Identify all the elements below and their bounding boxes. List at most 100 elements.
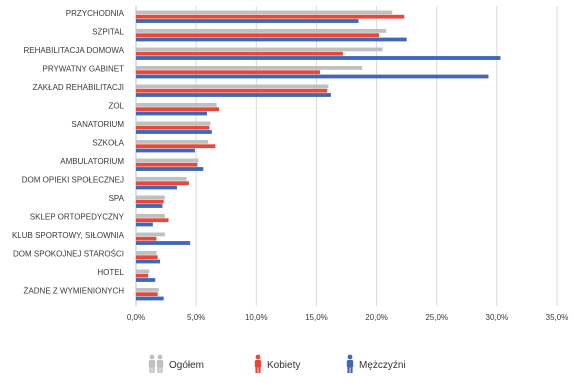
person-icon xyxy=(346,354,354,373)
bar xyxy=(136,167,204,171)
category-label: AMBULATORIUM xyxy=(60,157,124,166)
bar xyxy=(136,103,217,107)
person-icon-leg xyxy=(160,366,163,373)
bar xyxy=(136,148,195,153)
bar xyxy=(136,222,153,227)
legend-item: Ogółem xyxy=(148,354,204,373)
bar xyxy=(136,199,164,204)
bar xyxy=(136,70,321,75)
legend-item: Kobiety xyxy=(254,354,300,373)
category-label: ZOL xyxy=(108,102,124,111)
person-icon-head xyxy=(149,354,155,360)
category-label: REHABILITACJA DOMOWA xyxy=(24,46,125,55)
category-label: HOTEL xyxy=(97,268,124,277)
person-icon-leg xyxy=(258,366,261,373)
category-label: PRYWATNY GABINET xyxy=(43,65,125,74)
category-label: DOM OPIEKI SPOŁECZNEJ xyxy=(22,176,124,185)
bar xyxy=(136,177,187,181)
bar xyxy=(136,241,191,245)
bar xyxy=(136,107,219,112)
bar xyxy=(136,29,387,33)
bar xyxy=(136,255,158,260)
person-icon-leg xyxy=(157,366,160,373)
category-label: SZKOŁA xyxy=(92,139,124,148)
person-icon-torso xyxy=(156,360,164,368)
gridlines xyxy=(135,6,558,306)
person-icon-head xyxy=(347,354,353,360)
category-label: SKLEP ORTOPEDYCZNY xyxy=(30,213,125,222)
bar xyxy=(136,251,157,255)
bar xyxy=(136,121,211,126)
person-icon-leg xyxy=(347,366,350,373)
bars xyxy=(136,10,501,301)
bar xyxy=(136,269,150,274)
person-icon-head xyxy=(255,354,261,360)
x-tick-label: 35,0% xyxy=(546,313,569,322)
bar xyxy=(136,232,165,237)
bar xyxy=(136,37,407,42)
category-label: PRZYCHODNIA xyxy=(66,9,125,18)
bar xyxy=(136,93,331,97)
category-labels: PRZYCHODNIA SZPITAL REHABILITACJA DOMOWA PR… xyxy=(12,9,125,296)
bar xyxy=(136,130,212,134)
legend-item: Mężczyźni xyxy=(346,354,406,373)
x-tick-label: 0,0% xyxy=(127,313,145,322)
bar xyxy=(136,74,489,79)
person-icon-leg xyxy=(350,366,353,373)
bar xyxy=(136,236,157,241)
category-label: DOM SPOKOJNEJ STAROŚCI xyxy=(13,250,124,259)
category-label: SANATORIUM xyxy=(71,120,124,129)
x-tick-label: 20,0% xyxy=(365,313,388,322)
person-icon-torso xyxy=(148,360,156,368)
x-tick-label: 25,0% xyxy=(425,313,448,322)
x-tick-labels: 0,0% 5,0% 10,0% 15,0% 20,0% 25,0% 30,0% 35,0% xyxy=(127,313,568,322)
person-icon-leg xyxy=(255,366,258,373)
category-label: ŻADNE Z WYMIENIONYCH xyxy=(24,287,125,296)
bar xyxy=(136,140,209,144)
bar xyxy=(136,111,207,116)
x-tick-label: 10,0% xyxy=(245,313,268,322)
legend-label: Kobiety xyxy=(267,360,300,371)
x-tick-label: 15,0% xyxy=(305,313,328,322)
person-icon-head xyxy=(157,354,163,360)
legend-label: Mężczyźni xyxy=(359,360,406,371)
category-label: ZAKŁAD REHABILITACJI xyxy=(33,83,124,92)
bar xyxy=(136,56,501,60)
legend: Ogółem Kobiety Mężczyźni xyxy=(148,354,406,373)
bar xyxy=(136,162,198,167)
bar xyxy=(136,195,165,200)
x-tick-label: 5,0% xyxy=(187,313,205,322)
bar xyxy=(136,10,393,15)
bar xyxy=(136,278,156,282)
bar xyxy=(136,125,210,130)
bar xyxy=(136,259,161,264)
bar xyxy=(136,214,165,218)
bar xyxy=(136,144,216,149)
person-icon-torso xyxy=(254,360,262,368)
category-label: SPA xyxy=(109,194,125,203)
bar xyxy=(136,288,159,292)
bar xyxy=(136,66,363,70)
bar xyxy=(136,292,158,297)
category-label: SZPITAL xyxy=(92,28,124,37)
bar xyxy=(136,14,405,19)
bar xyxy=(136,218,169,223)
bar xyxy=(136,158,199,163)
bar xyxy=(136,296,164,301)
bar xyxy=(136,181,189,186)
person-icon-leg xyxy=(152,366,155,373)
legend-label: Ogółem xyxy=(169,360,204,371)
bar xyxy=(136,273,149,278)
bar xyxy=(136,33,379,38)
bar xyxy=(136,19,359,23)
x-tick-label: 30,0% xyxy=(486,313,509,322)
person-icon-torso xyxy=(346,360,354,368)
bar xyxy=(136,84,329,89)
bar xyxy=(136,185,177,190)
person-icon-leg xyxy=(149,366,152,373)
bar xyxy=(136,204,163,208)
bar xyxy=(136,88,328,93)
bar xyxy=(136,47,383,52)
